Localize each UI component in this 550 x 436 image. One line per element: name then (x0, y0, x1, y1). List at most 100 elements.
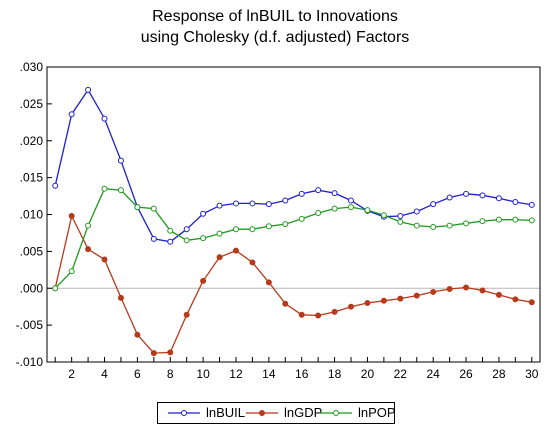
data-point-lnpop (528, 217, 535, 224)
data-point-lnbuil (528, 201, 535, 208)
data-point-lnbuil (315, 187, 322, 194)
data-point-lnbuil (479, 192, 486, 199)
data-point-lnpop (298, 215, 305, 222)
x-tick-label: 12 (229, 367, 243, 381)
series-line-lnpop (54, 188, 532, 289)
x-tick-label: 18 (328, 367, 342, 381)
data-point-lnpop (315, 210, 322, 217)
legend-item-lngdp: lnGDP (244, 405, 324, 421)
x-tick-label: 8 (167, 367, 174, 381)
data-point-lngdp (413, 292, 420, 299)
data-point-lnpop (364, 207, 371, 214)
legend-label-lnbuil: lnBUIL (206, 405, 246, 420)
data-point-lnbuil (150, 235, 157, 242)
data-point-lngdp (134, 331, 141, 338)
data-point-lngdp (298, 311, 305, 318)
data-point-lngdp (183, 311, 190, 318)
x-tick-label: 28 (492, 367, 506, 381)
data-point-lnpop (101, 185, 108, 192)
data-point-lngdp (495, 291, 502, 298)
data-point-lngdp (528, 299, 535, 306)
legend-label-lnpop: lnPOP (358, 405, 396, 420)
data-point-lngdp (85, 246, 92, 253)
data-point-lnpop (52, 285, 59, 292)
data-point-lnbuil (85, 86, 92, 93)
data-point-lngdp (101, 256, 108, 263)
data-point-lngdp (430, 288, 437, 295)
data-point-lnbuil (430, 201, 437, 208)
data-point-lnpop (68, 268, 75, 275)
data-point-lnbuil (200, 210, 207, 217)
legend-item-lnpop: lnPOP (318, 405, 396, 421)
data-point-lnpop (397, 218, 404, 225)
data-point-lnpop (479, 218, 486, 225)
x-tick-label: 30 (525, 367, 539, 381)
y-tick-label: .000 (20, 281, 44, 295)
data-point-lnpop (265, 223, 272, 230)
data-point-lngdp (150, 350, 157, 357)
legend-label-lngdp: lnGDP (284, 405, 323, 420)
data-point-lnpop (216, 230, 223, 237)
data-point-lnbuil (463, 190, 470, 197)
series-line-lngdp (54, 214, 532, 354)
plot-frame (46, 66, 541, 363)
y-tick-label: -.010 (16, 355, 44, 369)
series-line-lnbuil (54, 88, 532, 243)
y-tick-label: .010 (20, 208, 44, 222)
data-point-lnbuil (183, 226, 190, 233)
data-point-lnpop (446, 222, 453, 229)
data-point-lnbuil (348, 197, 355, 204)
data-point-lnpop (413, 222, 420, 229)
data-point-lngdp (232, 247, 239, 254)
y-tick-label: .020 (20, 134, 44, 148)
data-point-lnbuil (265, 201, 272, 208)
data-point-lnpop (183, 237, 190, 244)
data-point-lngdp (265, 279, 272, 286)
data-point-lngdp (200, 277, 207, 284)
data-point-lngdp (249, 259, 256, 266)
x-tick-label: 4 (101, 367, 108, 381)
data-point-lnpop (495, 216, 502, 223)
data-point-lngdp (117, 294, 124, 301)
data-point-lngdp (512, 296, 519, 303)
data-point-lnpop (117, 187, 124, 194)
data-point-lngdp (216, 254, 223, 261)
legend-line-lngdp-icon (246, 410, 278, 416)
x-tick-label: 14 (262, 367, 276, 381)
data-point-lngdp (167, 349, 174, 356)
data-point-lnbuil (167, 238, 174, 245)
data-point-lnpop (512, 216, 519, 223)
data-point-lnpop (331, 205, 338, 212)
data-point-lngdp (397, 295, 404, 302)
data-point-lngdp (348, 303, 355, 310)
data-point-lnpop (380, 212, 387, 219)
data-point-lnbuil (397, 212, 404, 219)
x-tick-label: 26 (459, 367, 473, 381)
data-point-lnbuil (249, 200, 256, 207)
data-point-lnbuil (101, 115, 108, 122)
data-point-lnbuil (298, 190, 305, 197)
data-point-lnpop (348, 204, 355, 211)
data-point-lnbuil (52, 182, 59, 189)
data-point-lnpop (249, 226, 256, 233)
data-point-lnbuil (512, 198, 519, 205)
legend-item-lnbuil: lnBUIL (166, 405, 246, 421)
y-tick-label: .015 (20, 171, 44, 185)
data-point-lnpop (463, 220, 470, 227)
data-point-lngdp (331, 308, 338, 315)
legend: lnBUIL lnGDP lnPOP (157, 402, 396, 424)
x-tick-label: 16 (295, 367, 309, 381)
x-tick-label: 20 (361, 367, 375, 381)
data-point-lnbuil (216, 202, 223, 209)
data-point-lngdp (68, 212, 75, 219)
chart-title-line-1: Response of lnBUIL to Innovations (152, 8, 398, 25)
data-point-lnbuil (413, 208, 420, 215)
data-point-lnpop (150, 205, 157, 212)
data-point-lnbuil (282, 197, 289, 204)
y-tick-label: .025 (20, 97, 44, 111)
y-tick-label: -.005 (16, 318, 44, 332)
y-tick-label: .030 (20, 60, 44, 74)
data-point-lnpop (85, 222, 92, 229)
data-point-lnbuil (331, 190, 338, 197)
